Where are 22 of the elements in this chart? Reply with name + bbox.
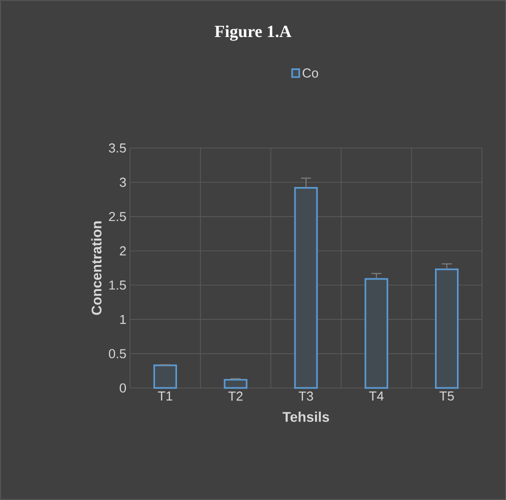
bar (364, 278, 388, 389)
bar (153, 364, 178, 389)
y-tick-label: 3 (120, 178, 126, 187)
bar (294, 186, 318, 389)
y-tick-label: 1.5 (109, 280, 126, 290)
chart-title: Figure 1.A (214, 25, 292, 41)
x-tick-label: T2 (228, 392, 243, 401)
y-tick-label: 2.5 (109, 212, 126, 222)
x-tick-label: T3 (298, 392, 314, 401)
x-axis-title: Tehsils (282, 412, 330, 422)
x-tick-label: T1 (158, 392, 172, 400)
y-tick-label: 1 (120, 314, 126, 324)
x-tick-label: T4 (369, 392, 384, 400)
y-axis-title: Concentration (91, 221, 102, 315)
y-tick-label: 0.5 (108, 349, 126, 358)
y-tick-label: 3.5 (108, 143, 126, 153)
x-tick-label: T5 (440, 392, 454, 401)
bar (224, 378, 248, 389)
y-tick-label: 2 (120, 246, 126, 256)
bar (435, 268, 459, 389)
legend-label: Co (302, 68, 318, 78)
y-tick-label: 0 (120, 383, 126, 393)
